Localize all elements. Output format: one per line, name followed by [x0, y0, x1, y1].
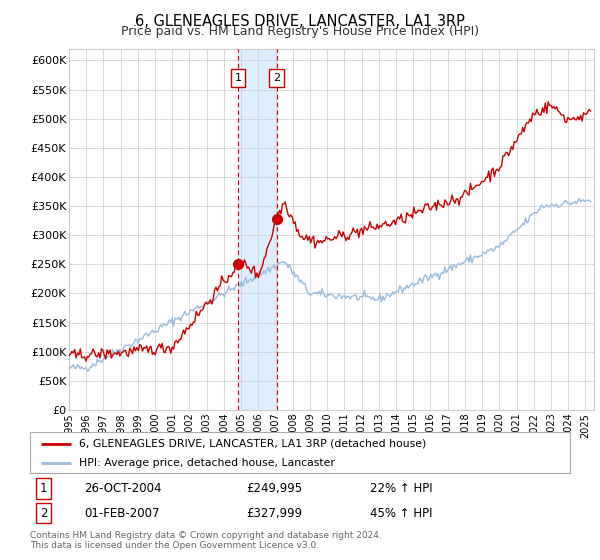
Text: £327,999: £327,999 — [246, 507, 302, 520]
Bar — [238, 49, 277, 410]
Text: HPI: Average price, detached house, Lancaster: HPI: Average price, detached house, Lanc… — [79, 458, 334, 468]
Text: £249,995: £249,995 — [246, 482, 302, 495]
Text: 22% ↑ HPI: 22% ↑ HPI — [370, 482, 433, 495]
Text: 01-FEB-2007: 01-FEB-2007 — [84, 507, 160, 520]
Text: 6, GLENEAGLES DRIVE, LANCASTER, LA1 3RP (detached house): 6, GLENEAGLES DRIVE, LANCASTER, LA1 3RP … — [79, 439, 426, 449]
Text: 1: 1 — [235, 73, 242, 83]
Text: 6, GLENEAGLES DRIVE, LANCASTER, LA1 3RP: 6, GLENEAGLES DRIVE, LANCASTER, LA1 3RP — [135, 14, 465, 29]
Text: 1: 1 — [40, 482, 47, 495]
Text: 26-OCT-2004: 26-OCT-2004 — [84, 482, 161, 495]
Text: Price paid vs. HM Land Registry's House Price Index (HPI): Price paid vs. HM Land Registry's House … — [121, 25, 479, 38]
Text: Contains HM Land Registry data © Crown copyright and database right 2024.
This d: Contains HM Land Registry data © Crown c… — [30, 531, 382, 550]
Text: 2: 2 — [40, 507, 47, 520]
Text: 45% ↑ HPI: 45% ↑ HPI — [370, 507, 433, 520]
Text: 2: 2 — [274, 73, 280, 83]
